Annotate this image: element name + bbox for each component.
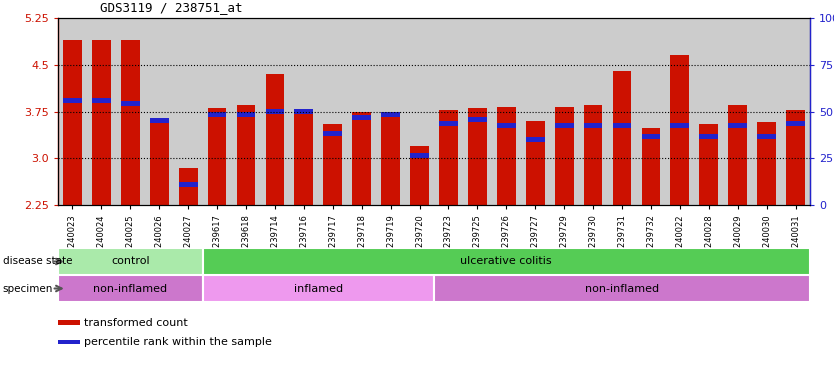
Bar [58, 248, 203, 275]
Bar [555, 123, 574, 128]
Bar [208, 108, 227, 205]
Bar [757, 134, 776, 139]
Bar [203, 275, 434, 302]
Bar [520, 18, 550, 205]
Bar [352, 111, 371, 205]
Bar [58, 275, 203, 302]
Bar [584, 105, 602, 205]
Bar [728, 105, 747, 205]
Bar [550, 18, 579, 205]
Bar [87, 18, 116, 205]
Bar [178, 182, 198, 187]
Bar [728, 123, 747, 128]
Bar [410, 153, 429, 157]
Bar [260, 18, 289, 205]
Bar [468, 108, 487, 205]
Bar [786, 121, 805, 126]
Bar [203, 18, 232, 205]
Bar [410, 146, 429, 205]
Bar [289, 18, 319, 205]
Bar [695, 18, 723, 205]
Bar [232, 18, 260, 205]
Bar [324, 131, 342, 136]
Text: non-inflamed: non-inflamed [93, 283, 168, 293]
Text: disease state: disease state [3, 257, 72, 266]
Bar [641, 134, 661, 139]
Bar [376, 18, 405, 205]
Bar [294, 109, 314, 114]
Bar [352, 115, 371, 120]
Bar [463, 18, 492, 205]
Text: transformed count: transformed count [84, 318, 188, 328]
Bar [208, 112, 227, 117]
Bar [584, 123, 602, 128]
Bar [607, 18, 636, 205]
Text: inflamed: inflamed [294, 283, 343, 293]
Bar [63, 40, 82, 205]
Bar [381, 111, 400, 205]
Bar [319, 18, 347, 205]
Bar [723, 18, 752, 205]
Bar [613, 71, 631, 205]
Bar [237, 112, 255, 117]
Bar [525, 121, 545, 205]
Bar [700, 124, 718, 205]
Bar [671, 123, 689, 128]
Bar [752, 18, 781, 205]
Bar [150, 118, 168, 123]
Bar [63, 98, 82, 103]
Bar [265, 74, 284, 205]
Bar [786, 109, 805, 205]
Text: percentile rank within the sample: percentile rank within the sample [84, 337, 272, 347]
Bar [324, 124, 342, 205]
Bar [636, 18, 666, 205]
Bar [497, 123, 515, 128]
Text: control: control [111, 257, 149, 266]
Bar [497, 106, 515, 205]
Bar [700, 134, 718, 139]
Bar [555, 106, 574, 205]
Bar [203, 248, 810, 275]
Bar [173, 18, 203, 205]
Bar [525, 137, 545, 142]
Bar [121, 101, 140, 106]
Bar [613, 123, 631, 128]
Bar [781, 18, 810, 205]
Bar [92, 40, 111, 205]
Bar [58, 18, 87, 205]
Bar [265, 109, 284, 114]
Bar [666, 18, 695, 205]
Bar [150, 118, 168, 205]
Text: ulcerative colitis: ulcerative colitis [460, 257, 552, 266]
Bar [405, 18, 434, 205]
Bar [757, 122, 776, 205]
Bar [237, 105, 255, 205]
Bar [641, 128, 661, 205]
Bar [468, 117, 487, 122]
Text: specimen: specimen [3, 283, 53, 293]
Bar [381, 112, 400, 117]
Bar [92, 98, 111, 103]
Bar [294, 111, 314, 205]
Bar [434, 275, 810, 302]
Bar [439, 110, 458, 205]
Bar [145, 18, 173, 205]
Text: non-inflamed: non-inflamed [585, 283, 659, 293]
Bar [492, 18, 520, 205]
Bar [671, 55, 689, 205]
Bar [178, 167, 198, 205]
Text: GDS3119 / 238751_at: GDS3119 / 238751_at [100, 1, 242, 14]
Bar [434, 18, 463, 205]
Bar [116, 18, 145, 205]
Bar [121, 40, 140, 205]
Bar [439, 121, 458, 126]
Bar [579, 18, 607, 205]
Bar [347, 18, 376, 205]
